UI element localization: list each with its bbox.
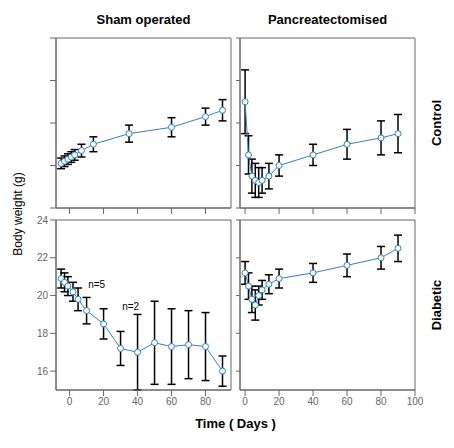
svg-text:22: 22 — [37, 252, 49, 263]
svg-text:18: 18 — [37, 328, 49, 339]
html-text:Control: Control — [428, 99, 444, 147]
svg-text:0: 0 — [242, 396, 248, 407]
svg-text:20: 20 — [37, 290, 49, 301]
html-text:Time ( Days ): Time ( Days ) — [195, 416, 276, 431]
svg-text:n=5: n=5 — [88, 279, 105, 290]
svg-text:100: 100 — [407, 396, 424, 407]
svg-text:80: 80 — [375, 396, 387, 407]
svg-text:24: 24 — [37, 215, 49, 226]
html-text:Body weight (g): Body weight (g) — [11, 172, 25, 256]
html-text:Diabetic: Diabetic — [428, 279, 444, 331]
html-text:Pancreatectomised: Pancreatectomised — [267, 12, 388, 27]
svg-text:16: 16 — [37, 366, 49, 377]
html-text:Sham operated: Sham operated — [96, 12, 191, 27]
svg-text:20: 20 — [98, 396, 110, 407]
svg-text:60: 60 — [341, 396, 353, 407]
svg-text:40: 40 — [132, 396, 144, 407]
svg-text:0: 0 — [67, 396, 73, 407]
svg-text:40: 40 — [307, 396, 319, 407]
svg-text:20: 20 — [274, 396, 286, 407]
svg-text:80: 80 — [200, 396, 212, 407]
svg-text:60: 60 — [166, 396, 178, 407]
svg-text:n=2: n=2 — [122, 301, 139, 312]
